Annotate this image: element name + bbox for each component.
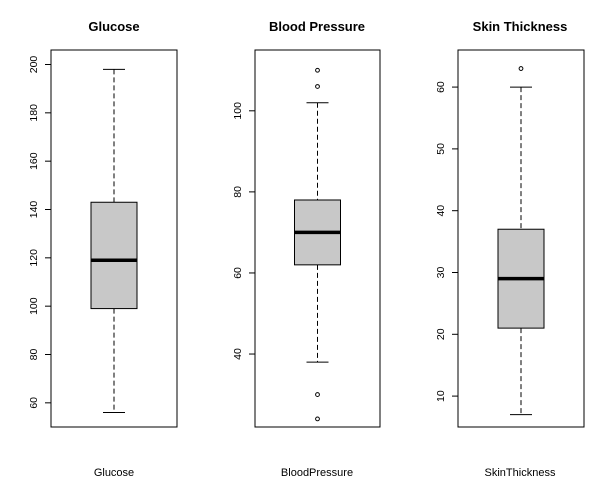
y-tick-label: 40 bbox=[232, 348, 244, 360]
panel-title: Glucose bbox=[88, 19, 139, 34]
y-tick-label: 60 bbox=[28, 397, 40, 409]
panel-title: Skin Thickness bbox=[473, 19, 568, 34]
panel-glucose: Glucose Glucose 60 80 100 120 140 160 180 200 bbox=[28, 19, 178, 479]
x-axis-label: SkinThickness bbox=[485, 467, 556, 479]
outlier-point bbox=[315, 416, 320, 422]
y-tick-label: 80 bbox=[28, 349, 40, 361]
y-tick-label: 10 bbox=[435, 390, 447, 402]
x-axis-label: BloodPressure bbox=[281, 467, 353, 479]
outlier-point bbox=[315, 392, 320, 397]
panel-blood-pressure: Blood Pressure BloodPressure 40 60 80 100 bbox=[232, 19, 381, 479]
outlier-point bbox=[315, 84, 320, 89]
y-tick-label: 200 bbox=[28, 56, 40, 74]
panel-skin-thickness: Skin Thickness SkinThickness 10 20 30 40 50 6… bbox=[435, 19, 585, 479]
y-tick-label: 180 bbox=[28, 104, 40, 122]
y-tick-label: 100 bbox=[28, 297, 40, 315]
y-tick-label: 40 bbox=[435, 205, 447, 217]
panel-title: Blood Pressure bbox=[269, 19, 365, 34]
iqr-box bbox=[90, 201, 138, 310]
y-tick-label: 120 bbox=[28, 249, 40, 267]
x-axis-label: Glucose bbox=[94, 467, 134, 479]
y-tick-label: 140 bbox=[28, 201, 40, 219]
y-tick-label: 60 bbox=[435, 81, 447, 93]
outlier-point bbox=[315, 67, 320, 73]
outlier-point bbox=[518, 66, 524, 71]
y-tick-label: 30 bbox=[435, 266, 447, 278]
y-tick-label: 100 bbox=[232, 102, 244, 120]
y-tick-label: 20 bbox=[435, 328, 447, 340]
y-tick-label: 160 bbox=[28, 152, 40, 170]
y-tick-label: 80 bbox=[232, 186, 244, 198]
y-tick-label: 50 bbox=[435, 143, 447, 155]
y-tick-label: 60 bbox=[232, 267, 244, 279]
